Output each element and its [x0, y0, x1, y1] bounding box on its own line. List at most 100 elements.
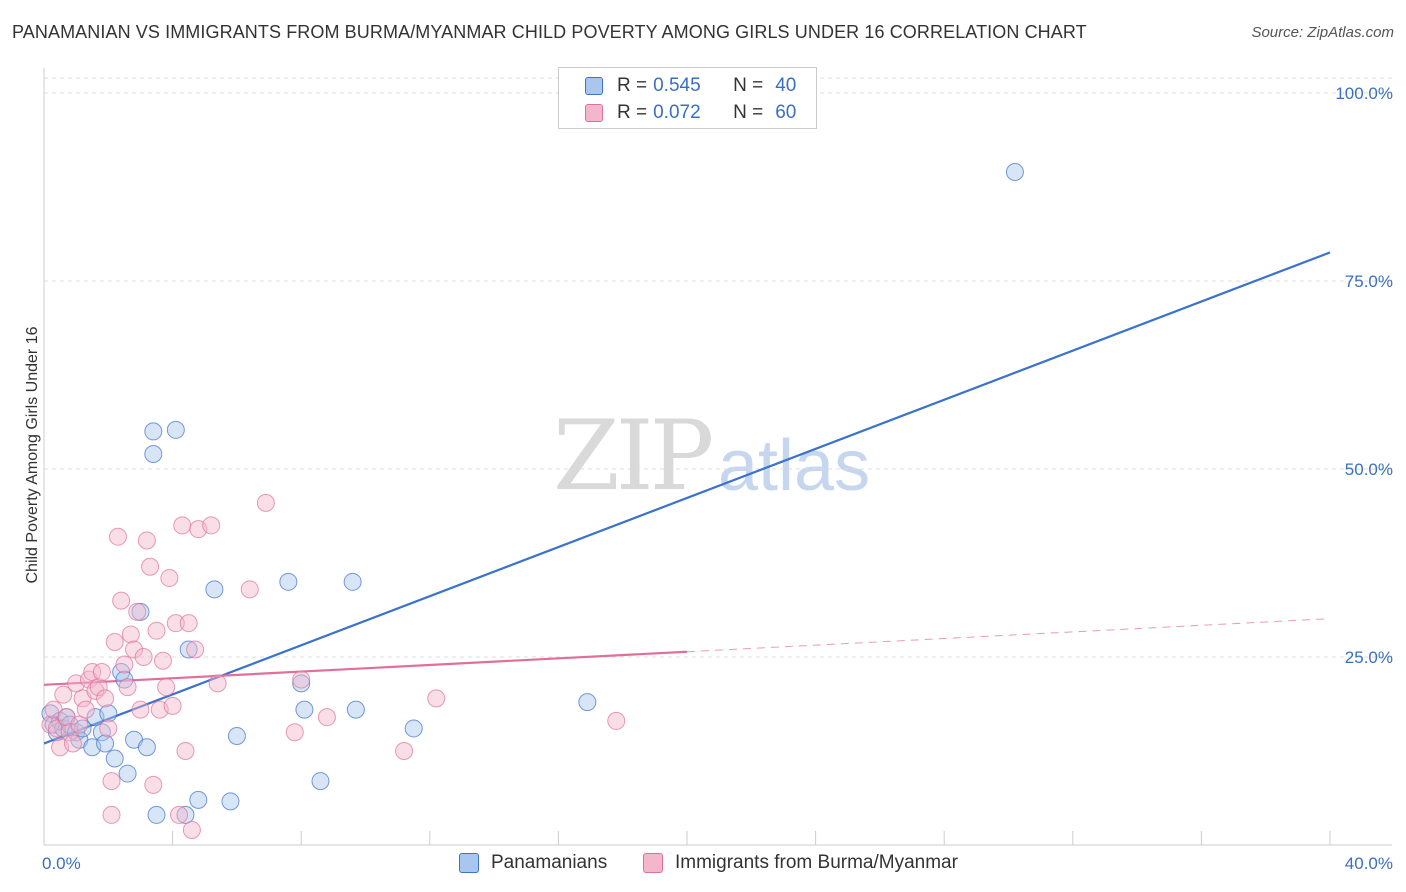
pink-data-point: [292, 670, 311, 689]
pink-data-point: [102, 772, 121, 791]
pink-data-point: [134, 648, 153, 667]
grid-lines: [44, 77, 1392, 658]
legend-n-value: 60: [775, 102, 797, 123]
pink-data-point: [160, 569, 179, 588]
legend-n-label: N =: [733, 75, 764, 96]
blue-data-point: [105, 749, 124, 768]
pink-data-point: [186, 640, 205, 659]
blue-data-point: [578, 693, 597, 712]
series-swatch-blue: [459, 853, 479, 873]
blue-data-point: [295, 700, 314, 719]
blue-data-point: [179, 640, 198, 659]
source-label: Source: ZipAtlas.com: [1251, 24, 1394, 41]
watermark-zip: ZIP: [553, 400, 714, 512]
pink-data-point: [256, 493, 275, 512]
blue-data-point: [1005, 162, 1024, 181]
pink-data-point: [105, 632, 124, 651]
y-tick-label: 50.0%: [1345, 460, 1393, 479]
watermark-atlas: atlas: [718, 426, 871, 506]
blue-trend-line: [43, 251, 1331, 745]
x-tick-label: 40.0%: [1345, 854, 1393, 873]
pink-data-point: [137, 531, 156, 550]
pink-data-point: [173, 516, 192, 535]
pink-data-point: [157, 678, 176, 697]
tick-labels: 25.0% 50.0% 75.0% 100.0% 0.0% 40.0%: [42, 84, 1393, 873]
pink-data-point: [166, 614, 185, 633]
trend-lines: [43, 251, 1331, 745]
pink-data-point: [89, 678, 108, 697]
blue-data-point: [137, 738, 156, 757]
pink-data-point: [285, 723, 304, 742]
blue-data-point: [221, 792, 240, 811]
chart-title: PANAMANIAN VS IMMIGRANTS FROM BURMA/MYAN…: [12, 22, 1087, 42]
pink-trend-line: [43, 650, 688, 686]
pink-data-point: [76, 700, 95, 719]
blue-data-point: [404, 719, 423, 738]
blue-data-point: [279, 572, 298, 591]
blue-data-point: [205, 580, 224, 599]
blue-data-point: [343, 572, 362, 591]
pink-data-point: [54, 685, 73, 704]
pink-data-point: [131, 700, 150, 719]
correlation-legend: R = 0.545 N = 40 R = 0.072 N = 60: [558, 67, 817, 129]
pink-trend-extension: [686, 618, 1331, 653]
pink-data-point: [607, 711, 626, 730]
blue-data-point: [189, 790, 208, 809]
pink-data-point: [70, 715, 89, 734]
pink-data-point: [115, 655, 134, 674]
pink-data-point: [118, 678, 137, 697]
pink-data-point: [163, 696, 182, 715]
data-points: [41, 162, 1024, 839]
y-tick-label: 100.0%: [1335, 84, 1393, 103]
pink-data-point: [141, 557, 160, 576]
legend-row-panamanians: R = 0.545 N = 40: [585, 74, 796, 98]
pink-data-point: [96, 689, 115, 708]
blue-data-point: [144, 444, 163, 463]
blue-data-point: [99, 704, 118, 723]
legend-r-label: R =: [617, 102, 648, 123]
legend-r-label: R =: [617, 75, 648, 96]
pink-data-point: [112, 591, 131, 610]
pink-data-point: [102, 805, 121, 824]
blue-data-point: [144, 422, 163, 441]
legend-n-value: 40: [775, 75, 797, 96]
pink-data-point: [60, 723, 79, 742]
pink-data-point: [170, 805, 189, 824]
blue-data-point: [166, 420, 185, 439]
legend-r-value: 0.545: [653, 75, 701, 96]
blue-data-point: [176, 805, 195, 824]
y-tick-label: 75.0%: [1345, 272, 1393, 291]
legend-swatch-pink: [585, 104, 603, 122]
legend-r-value: 0.072: [653, 102, 701, 123]
pink-data-point: [147, 621, 166, 640]
legend-n-label: N =: [733, 102, 764, 123]
blue-data-point: [147, 805, 166, 824]
pink-data-point: [125, 640, 144, 659]
series-legend-burma[interactable]: Immigrants from Burma/Myanmar: [643, 852, 958, 874]
pink-data-point: [83, 663, 102, 682]
series-label: Immigrants from Burma/Myanmar: [675, 852, 958, 873]
pink-data-point: [179, 614, 198, 633]
x-tick-label: 0.0%: [42, 854, 81, 873]
pink-data-point: [99, 719, 118, 738]
pink-data-point: [202, 516, 221, 535]
axes: [43, 68, 1392, 846]
pink-data-point: [427, 689, 446, 708]
pink-data-point: [176, 742, 195, 761]
legend-row-burma: R = 0.072 N = 60: [585, 101, 796, 125]
y-tick-label: 25.0%: [1345, 648, 1393, 667]
pink-data-point: [108, 527, 127, 546]
pink-data-point: [144, 775, 163, 794]
pink-data-point: [121, 625, 140, 644]
blue-data-point: [118, 764, 137, 783]
series-legend-panamanians[interactable]: Panamanians: [459, 852, 607, 874]
blue-data-point: [292, 674, 311, 693]
pink-data-point: [208, 674, 227, 693]
series-swatch-pink: [643, 853, 663, 873]
series-label: Panamanians: [491, 852, 608, 873]
pink-data-point: [153, 651, 172, 670]
pink-data-point: [317, 708, 336, 727]
pink-data-point: [240, 580, 259, 599]
blue-data-point: [96, 734, 115, 753]
